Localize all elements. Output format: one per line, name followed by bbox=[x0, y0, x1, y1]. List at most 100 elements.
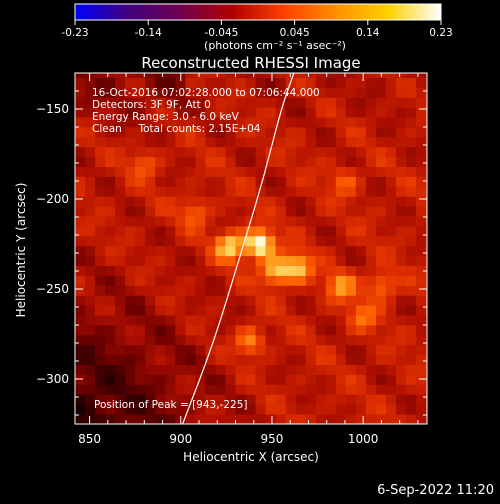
heatmap-pixel bbox=[185, 77, 196, 88]
heatmap-pixel bbox=[285, 97, 297, 108]
heatmap-pixel bbox=[255, 77, 266, 88]
heatmap-pixel bbox=[95, 275, 106, 286]
heatmap-pixel bbox=[295, 196, 307, 207]
heatmap-pixel bbox=[395, 235, 407, 247]
heatmap-pixel bbox=[195, 245, 206, 257]
heatmap-pixel bbox=[406, 156, 417, 167]
heatmap-pixel bbox=[385, 394, 397, 405]
heatmap-pixel bbox=[275, 97, 287, 108]
heatmap-pixel bbox=[275, 325, 287, 336]
heatmap-pixel bbox=[395, 117, 407, 128]
heatmap-pixel bbox=[375, 305, 387, 316]
heatmap-pixel bbox=[185, 404, 196, 415]
heatmap-pixel bbox=[115, 226, 126, 237]
heatmap-pixel bbox=[275, 394, 287, 405]
heatmap-pixel bbox=[85, 117, 96, 128]
heatmap-pixel bbox=[355, 97, 367, 108]
heatmap-pixel bbox=[125, 77, 136, 88]
heatmap-pixel bbox=[355, 216, 367, 227]
heatmap-pixel bbox=[245, 245, 256, 257]
heatmap-pixel bbox=[395, 186, 407, 197]
heatmap-pixel bbox=[115, 107, 126, 118]
heatmap-pixel bbox=[245, 414, 256, 424]
heatmap-pixel bbox=[105, 334, 116, 346]
heatmap-pixel bbox=[175, 235, 186, 247]
heatmap-pixel bbox=[265, 285, 277, 296]
heatmap-pixel bbox=[95, 374, 106, 385]
heatmap-pixel bbox=[235, 77, 246, 88]
heatmap-pixel bbox=[205, 265, 216, 276]
heatmap-pixel bbox=[85, 275, 96, 286]
axis-ticks: 850 900 950 1000 −150 −200 −250 −300 bbox=[36, 73, 427, 446]
heatmap-pixel bbox=[426, 216, 427, 227]
heatmap-pixel bbox=[395, 374, 407, 385]
heatmap-pixel bbox=[416, 107, 427, 118]
heatmap-pixel bbox=[235, 156, 246, 167]
heatmap-pixel bbox=[75, 344, 86, 356]
heatmap-pixel bbox=[85, 245, 96, 257]
heatmap-pixel bbox=[165, 216, 176, 227]
heatmap-pixel bbox=[135, 127, 146, 138]
heatmap-pixel bbox=[105, 196, 116, 207]
heatmap-pixel bbox=[406, 117, 417, 128]
heatmap-pixel bbox=[265, 156, 277, 167]
heatmap-pixel bbox=[125, 315, 136, 326]
heatmap-pixel bbox=[145, 414, 156, 424]
heatmap-pixel bbox=[265, 166, 277, 177]
heatmap-pixel bbox=[275, 364, 287, 375]
heatmap-pixel bbox=[165, 87, 176, 98]
heatmap-pixel bbox=[275, 166, 287, 177]
heatmap-pixel bbox=[335, 87, 347, 98]
heatmap-pixel bbox=[115, 117, 126, 128]
heatmap-pixel bbox=[325, 285, 337, 296]
heatmap-pixel bbox=[75, 245, 86, 257]
heatmap-pixel bbox=[155, 384, 166, 395]
heatmap-pixel bbox=[165, 354, 176, 365]
heatmap-pixel bbox=[315, 127, 327, 138]
heatmap-pixel bbox=[365, 344, 377, 356]
heatmap-pixel bbox=[145, 374, 156, 385]
heatmap-pixel bbox=[285, 394, 297, 405]
heatmap-pixel bbox=[416, 404, 427, 415]
heatmap-pixel bbox=[426, 334, 427, 346]
heatmap-pixel bbox=[375, 136, 387, 148]
heatmap-pixel bbox=[135, 146, 146, 158]
heatmap-pixel bbox=[275, 295, 287, 306]
heatmap-pixel bbox=[395, 97, 407, 108]
heatmap-pixel bbox=[175, 404, 186, 415]
heatmap-pixel bbox=[406, 334, 417, 346]
heatmap-pixel bbox=[145, 354, 156, 365]
heatmap-pixel bbox=[195, 344, 206, 356]
heatmap-pixel bbox=[255, 176, 266, 187]
heatmap-pixel bbox=[285, 176, 297, 187]
heatmap-pixel bbox=[406, 127, 417, 138]
heatmap-pixel bbox=[75, 196, 86, 207]
heatmap-pixel bbox=[416, 136, 427, 148]
heatmap-pixel bbox=[295, 146, 307, 158]
heatmap-pixel bbox=[375, 146, 387, 158]
heatmap-pixel bbox=[125, 73, 136, 78]
y-tick-label: −250 bbox=[36, 282, 69, 296]
heatmap-pixel bbox=[365, 146, 377, 158]
heatmap-pixel bbox=[165, 265, 176, 276]
heatmap-pixel bbox=[406, 265, 417, 276]
heatmap-pixel bbox=[235, 245, 246, 257]
heatmap-pixel bbox=[305, 334, 317, 346]
heatmap-pixel bbox=[426, 107, 427, 118]
y-tick-label: −200 bbox=[36, 192, 69, 206]
heatmap-pixel bbox=[235, 107, 246, 118]
heatmap-pixel bbox=[315, 384, 327, 395]
heatmap-pixel bbox=[315, 285, 327, 296]
heatmap-pixel bbox=[406, 394, 417, 405]
heatmap-pixel bbox=[125, 404, 136, 415]
heatmap-pixel bbox=[416, 315, 427, 326]
heatmap-pixel bbox=[265, 97, 277, 108]
heatmap-pixel bbox=[285, 226, 297, 237]
heatmap-pixel bbox=[325, 136, 337, 148]
heatmap-pixel bbox=[375, 235, 387, 247]
heatmap-pixel bbox=[255, 374, 266, 385]
heatmap-pixel bbox=[275, 146, 287, 158]
heatmap-pixel bbox=[175, 315, 186, 326]
heatmap-pixel bbox=[155, 394, 166, 405]
heatmap-pixel bbox=[205, 107, 216, 118]
